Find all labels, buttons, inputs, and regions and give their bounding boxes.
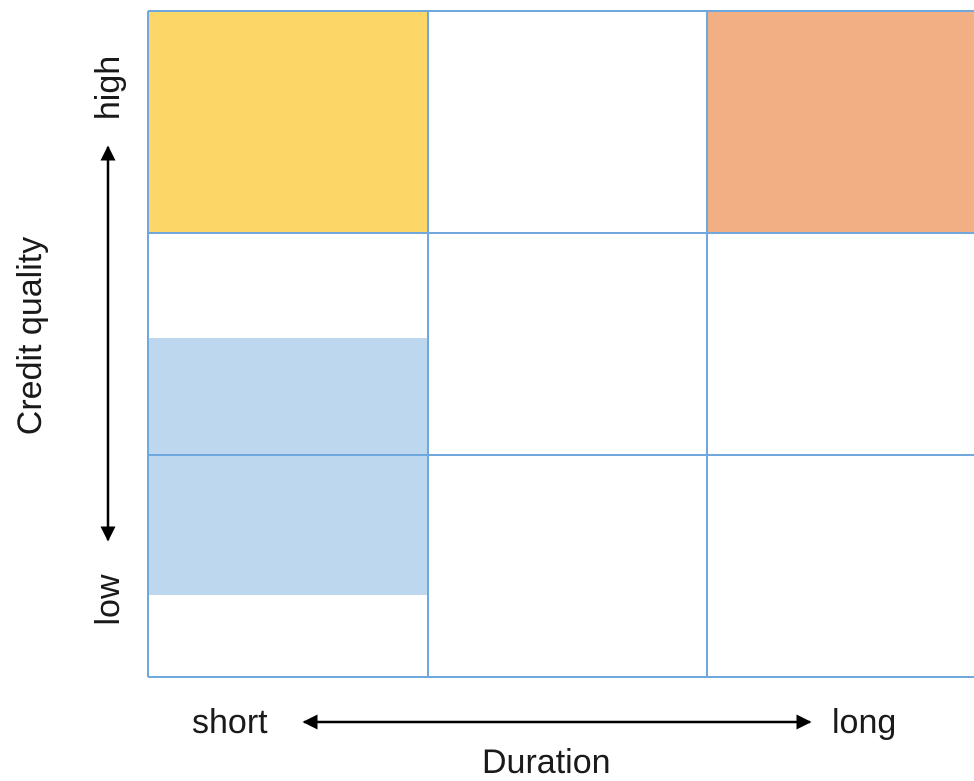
y-axis-title: Credit quality <box>11 236 49 436</box>
highlight-high-short <box>148 11 428 233</box>
highlight-low-short <box>148 338 428 595</box>
x-axis-title: Duration <box>482 743 611 781</box>
highlight-high-long <box>707 11 974 233</box>
x-short-label: short <box>192 703 268 741</box>
y-high-label: high <box>89 55 127 121</box>
x-long-label: long <box>832 703 897 741</box>
y-low-label: low <box>89 574 127 626</box>
